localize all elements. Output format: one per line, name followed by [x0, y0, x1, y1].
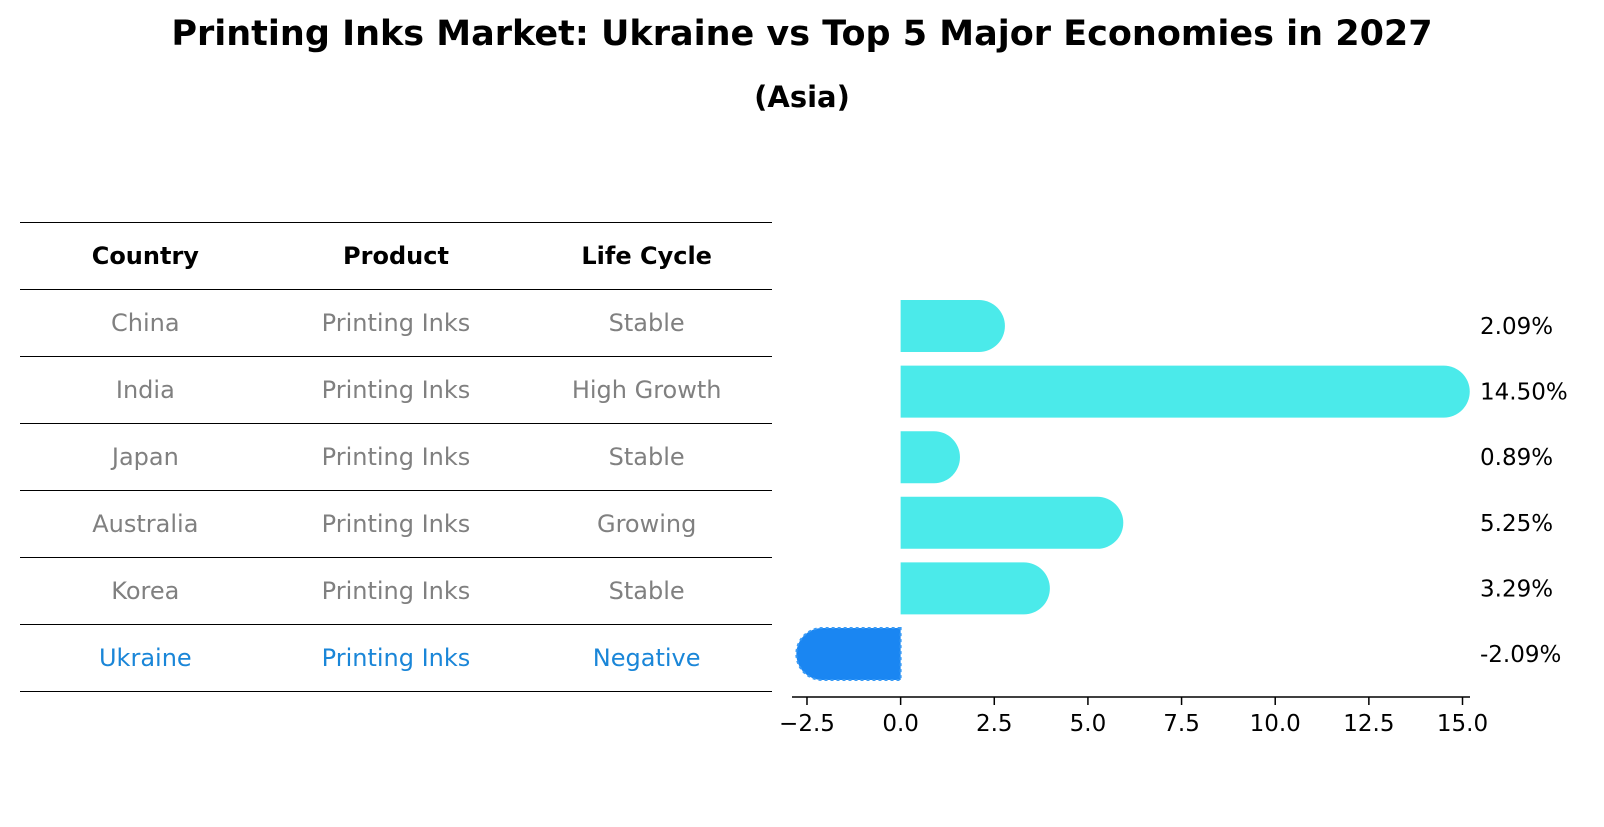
- market-table-grid: Country Product Life Cycle China Printin…: [20, 222, 772, 692]
- cell-country: China: [20, 289, 271, 357]
- cell-life-cycle: Stable: [521, 289, 772, 357]
- bar-japan: [900, 431, 960, 484]
- chart-title: Printing Inks Market: Ukraine vs Top 5 M…: [171, 14, 1433, 54]
- cell-country: India: [20, 356, 271, 424]
- table-row-highlight: Ukraine Printing Inks Negative: [20, 624, 772, 692]
- table-row: Japan Printing Inks Stable: [20, 423, 772, 491]
- cell-country: Ukraine: [20, 624, 271, 692]
- cell-product: Printing Inks: [270, 490, 522, 558]
- cell-life-cycle: Stable: [521, 557, 772, 625]
- header-life-cycle: Life Cycle: [521, 222, 772, 290]
- x-tick-label: 5.0: [1070, 711, 1107, 737]
- table-row: Korea Printing Inks Stable: [20, 557, 772, 625]
- x-tick-label: 7.5: [1163, 711, 1200, 737]
- bar-ukraine: [795, 627, 902, 681]
- cell-country: Australia: [20, 490, 271, 558]
- bar-value-label: 3.29%: [1480, 576, 1553, 602]
- cell-product: Printing Inks: [270, 557, 522, 625]
- bar-value-label: 0.89%: [1480, 445, 1553, 471]
- x-tick-label: 15.0: [1437, 711, 1488, 737]
- table-row: China Printing Inks Stable: [20, 289, 772, 357]
- cell-life-cycle: Growing: [521, 490, 772, 558]
- cell-product: Printing Inks: [270, 423, 522, 491]
- cell-product: Printing Inks: [270, 356, 522, 424]
- header-product: Product: [270, 222, 522, 290]
- bar-australia: [900, 496, 1124, 549]
- chart-subtitle: (Asia): [754, 80, 850, 114]
- cell-product: Printing Inks: [270, 624, 522, 692]
- cell-country: Japan: [20, 423, 271, 491]
- bar-korea: [900, 562, 1050, 615]
- cell-life-cycle: High Growth: [521, 356, 772, 424]
- x-tick-label: 12.5: [1343, 711, 1394, 737]
- x-tick-label: 2.5: [976, 711, 1013, 737]
- x-tick-label: −2.5: [779, 711, 835, 737]
- x-tick-label: 10.0: [1250, 711, 1301, 737]
- bar-value-label: 5.25%: [1480, 511, 1553, 537]
- cell-product: Printing Inks: [270, 289, 522, 357]
- bar-value-label: 2.09%: [1480, 314, 1553, 340]
- market-table: Country Product Life Cycle China Printin…: [20, 222, 772, 692]
- bar-value-label: 14.50%: [1480, 380, 1568, 406]
- cell-country: Korea: [20, 557, 271, 625]
- table-header-row: Country Product Life Cycle: [20, 222, 772, 290]
- bar-india: [900, 365, 1470, 418]
- cell-life-cycle: Stable: [521, 423, 772, 491]
- table-row: Australia Printing Inks Growing: [20, 490, 772, 558]
- table-row: India Printing Inks High Growth: [20, 356, 772, 424]
- bar-value-label: -2.09%: [1480, 642, 1561, 668]
- cell-life-cycle: Negative: [521, 624, 772, 692]
- header-country: Country: [20, 222, 271, 290]
- x-tick-label: 0.0: [882, 711, 919, 737]
- bar-china: [900, 300, 1005, 352]
